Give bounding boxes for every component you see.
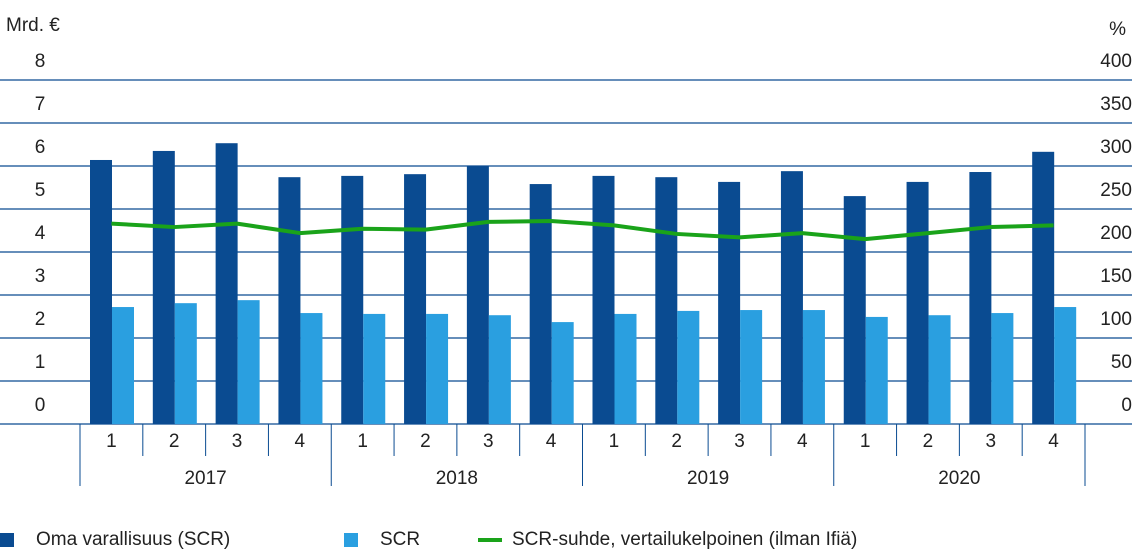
x-tick-label: 2: [923, 431, 934, 452]
y2-tick-label: 400: [1100, 51, 1132, 72]
bar: [780, 171, 803, 424]
bar: [655, 177, 678, 424]
x-tick-label: 1: [357, 431, 368, 452]
bar: [740, 310, 763, 424]
x-group-label: 2019: [687, 468, 729, 489]
x-group-label: 2018: [436, 468, 478, 489]
y-tick-label: 4: [35, 223, 46, 244]
y2-tick-label: 250: [1100, 180, 1132, 201]
x-tick-label: 4: [546, 431, 557, 452]
bar: [969, 172, 992, 424]
bar: [488, 315, 511, 424]
bar: [300, 313, 323, 424]
bar: [426, 313, 449, 424]
y2-tick-label: 350: [1100, 94, 1132, 115]
y2-tick-label: 300: [1100, 137, 1132, 158]
bar: [1032, 151, 1055, 424]
bar: [152, 150, 175, 424]
x-tick-label: 4: [1048, 431, 1059, 452]
x-group-label: 2017: [184, 468, 226, 489]
legend-swatch: [0, 533, 14, 547]
bar: [592, 175, 615, 424]
x-tick-label: 3: [232, 431, 243, 452]
x-tick-label: 4: [797, 431, 808, 452]
y2-tick-label: 150: [1100, 266, 1132, 287]
x-group-label: 2020: [938, 468, 980, 489]
bar: [677, 310, 700, 424]
bar: [341, 175, 364, 424]
x-tick-label: 1: [609, 431, 620, 452]
legend-label: Oma varallisuus (SCR): [36, 529, 230, 550]
legend-label: SCR-suhde, vertailukelpoinen (ilman Ifiä…: [512, 529, 857, 550]
y-axis-title: Mrd. €: [6, 15, 60, 36]
x-tick-label: 3: [483, 431, 494, 452]
bar: [906, 181, 929, 424]
bar: [865, 316, 888, 424]
bar: [112, 307, 134, 424]
x-tick-label: 3: [734, 431, 745, 452]
x-tick-label: 4: [295, 431, 306, 452]
bar: [237, 300, 260, 424]
y2-tick-label: 50: [1111, 352, 1132, 373]
y-tick-label: 0: [35, 395, 46, 416]
y2-tick-label: 0: [1121, 395, 1132, 416]
legend-label: SCR: [380, 529, 420, 550]
y-tick-label: 6: [35, 137, 46, 158]
y-tick-label: 8: [35, 51, 46, 72]
bar: [90, 159, 112, 425]
bar: [363, 313, 386, 424]
bar: [404, 174, 427, 424]
y2-axis-title: %: [1109, 19, 1126, 40]
y-tick-label: 3: [35, 266, 46, 287]
y-tick-label: 2: [35, 309, 46, 330]
bar: [551, 322, 574, 424]
bar: [529, 184, 552, 424]
bar: [466, 166, 489, 424]
x-tick-label: 2: [169, 431, 180, 452]
bar: [802, 310, 825, 424]
bar: [718, 181, 741, 424]
legend-swatch: [344, 533, 358, 547]
x-tick-label: 1: [106, 431, 117, 452]
y-tick-label: 1: [35, 352, 46, 373]
y2-tick-label: 100: [1100, 309, 1132, 330]
bar: [278, 177, 301, 424]
x-tick-label: 2: [420, 431, 431, 452]
x-tick-label: 3: [985, 431, 996, 452]
x-tick-label: 1: [860, 431, 871, 452]
bar: [928, 315, 951, 424]
bar: [991, 313, 1014, 424]
bar: [174, 303, 197, 424]
bar: [215, 143, 238, 424]
x-tick-label: 2: [671, 431, 682, 452]
line-series: [111, 219, 1054, 242]
y-tick-label: 5: [35, 180, 46, 201]
bar: [614, 313, 637, 424]
bar: [843, 196, 866, 424]
y-tick-label: 7: [35, 94, 46, 115]
y2-tick-label: 200: [1100, 223, 1132, 244]
bar: [1054, 307, 1077, 424]
